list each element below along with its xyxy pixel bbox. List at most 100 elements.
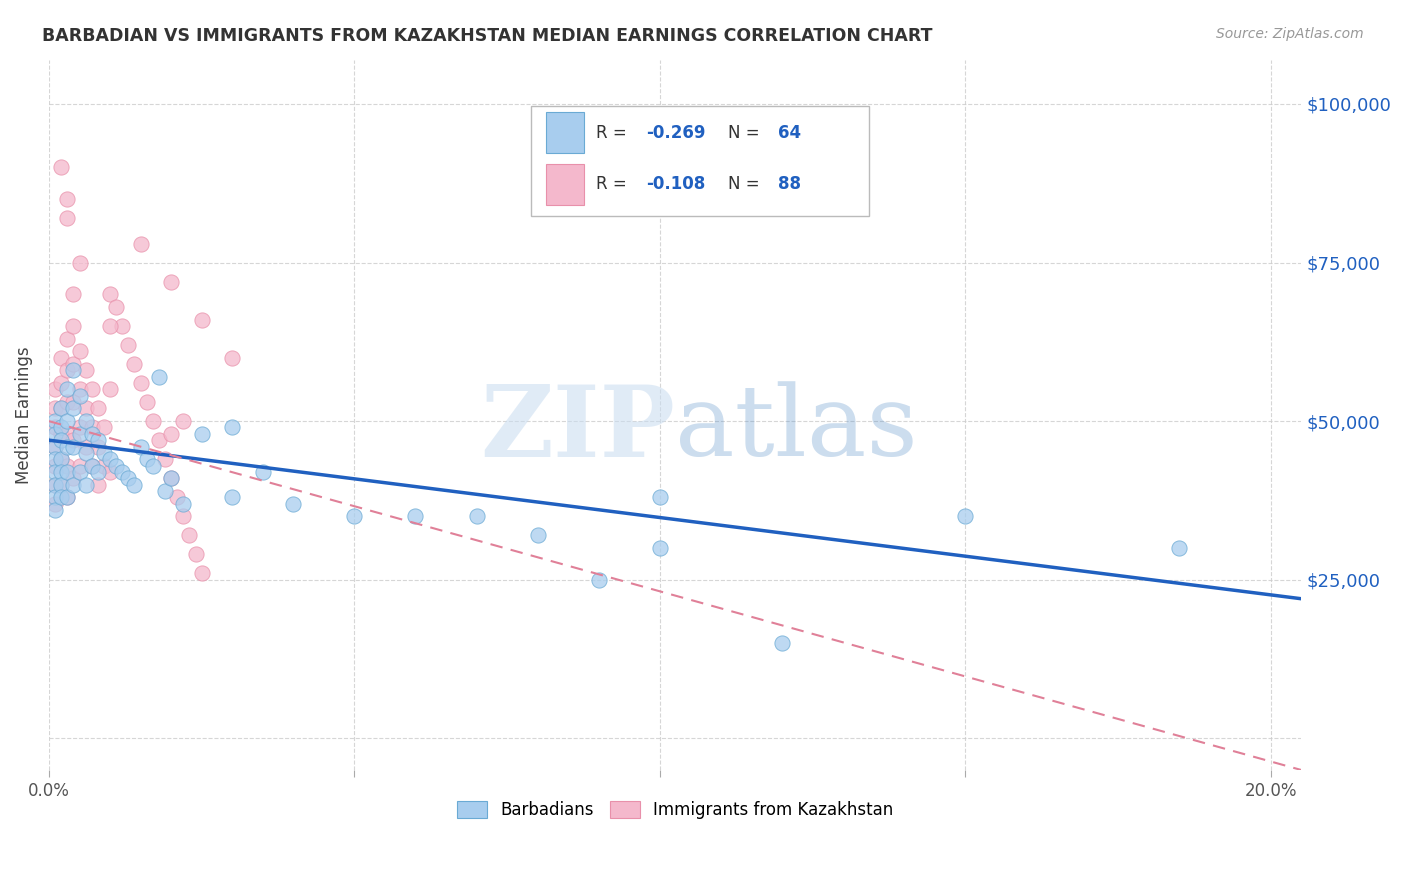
Point bbox=[75, 401, 97, 416]
Point bbox=[142, 458, 165, 473]
Point bbox=[51, 452, 73, 467]
Point bbox=[588, 573, 610, 587]
Text: 88: 88 bbox=[778, 175, 801, 194]
Point bbox=[117, 471, 139, 485]
Point bbox=[80, 420, 103, 434]
Point bbox=[190, 426, 212, 441]
Point bbox=[56, 490, 79, 504]
Point bbox=[51, 452, 73, 467]
Point bbox=[343, 509, 366, 524]
Point bbox=[51, 161, 73, 175]
Point bbox=[62, 477, 84, 491]
Point bbox=[44, 414, 66, 428]
Point bbox=[44, 477, 66, 491]
Point bbox=[1168, 541, 1191, 555]
Point bbox=[87, 401, 110, 416]
Point bbox=[221, 351, 243, 365]
Point bbox=[44, 452, 66, 467]
Point bbox=[62, 471, 84, 485]
Point bbox=[56, 490, 79, 504]
Point bbox=[44, 420, 66, 434]
Point bbox=[111, 318, 134, 333]
Point bbox=[56, 426, 79, 441]
Point bbox=[129, 236, 152, 251]
Point bbox=[105, 458, 128, 473]
Point bbox=[153, 452, 176, 467]
Text: ZIP: ZIP bbox=[481, 381, 675, 477]
Point bbox=[80, 458, 103, 473]
Text: N =: N = bbox=[728, 175, 765, 194]
Point bbox=[56, 465, 79, 479]
Point bbox=[124, 477, 146, 491]
Point bbox=[75, 414, 97, 428]
Text: atlas: atlas bbox=[675, 381, 918, 477]
Point bbox=[44, 426, 66, 441]
Point bbox=[93, 458, 115, 473]
Point bbox=[51, 426, 73, 441]
Point bbox=[252, 465, 274, 479]
Point bbox=[526, 528, 548, 542]
Point bbox=[190, 312, 212, 326]
Point bbox=[62, 395, 84, 409]
FancyBboxPatch shape bbox=[546, 112, 583, 153]
Legend: Barbadians, Immigrants from Kazakhstan: Barbadians, Immigrants from Kazakhstan bbox=[450, 794, 900, 826]
Point bbox=[56, 192, 79, 206]
Point bbox=[98, 465, 121, 479]
Point bbox=[98, 318, 121, 333]
Point bbox=[75, 446, 97, 460]
Point bbox=[87, 433, 110, 447]
Point bbox=[184, 547, 207, 561]
Point bbox=[135, 395, 157, 409]
Point bbox=[69, 389, 91, 403]
Point bbox=[44, 383, 66, 397]
Point bbox=[172, 497, 194, 511]
Point bbox=[44, 401, 66, 416]
Point bbox=[179, 528, 201, 542]
Point bbox=[56, 440, 79, 454]
Point bbox=[51, 433, 73, 447]
Text: R =: R = bbox=[596, 123, 633, 142]
Point bbox=[51, 477, 73, 491]
Point bbox=[80, 383, 103, 397]
Point bbox=[69, 344, 91, 359]
Point bbox=[405, 509, 427, 524]
Point bbox=[62, 287, 84, 301]
Text: N =: N = bbox=[728, 123, 765, 142]
Point bbox=[153, 483, 176, 498]
Point bbox=[75, 363, 97, 377]
Point bbox=[142, 414, 165, 428]
Point bbox=[283, 497, 305, 511]
Point bbox=[56, 332, 79, 346]
Point bbox=[129, 376, 152, 390]
Point bbox=[172, 509, 194, 524]
Point bbox=[56, 211, 79, 226]
Text: -0.269: -0.269 bbox=[647, 123, 706, 142]
Point bbox=[56, 414, 79, 428]
Point bbox=[166, 490, 188, 504]
Point bbox=[160, 426, 183, 441]
Point bbox=[160, 275, 183, 289]
Point bbox=[56, 458, 79, 473]
Point bbox=[80, 426, 103, 441]
Point bbox=[87, 477, 110, 491]
Point bbox=[75, 477, 97, 491]
Point bbox=[75, 440, 97, 454]
Point bbox=[105, 300, 128, 314]
Point bbox=[44, 477, 66, 491]
Text: R =: R = bbox=[596, 175, 633, 194]
Point bbox=[44, 440, 66, 454]
Point bbox=[69, 420, 91, 434]
Point bbox=[62, 357, 84, 371]
Point bbox=[648, 490, 671, 504]
Text: BARBADIAN VS IMMIGRANTS FROM KAZAKHSTAN MEDIAN EARNINGS CORRELATION CHART: BARBADIAN VS IMMIGRANTS FROM KAZAKHSTAN … bbox=[42, 27, 932, 45]
Text: 64: 64 bbox=[778, 123, 801, 142]
Point bbox=[98, 383, 121, 397]
Point bbox=[111, 465, 134, 479]
Point bbox=[221, 420, 243, 434]
Point bbox=[770, 636, 793, 650]
Point bbox=[160, 471, 183, 485]
Point bbox=[124, 357, 146, 371]
Point bbox=[44, 490, 66, 504]
Y-axis label: Median Earnings: Median Earnings bbox=[15, 346, 32, 483]
Point bbox=[62, 363, 84, 377]
